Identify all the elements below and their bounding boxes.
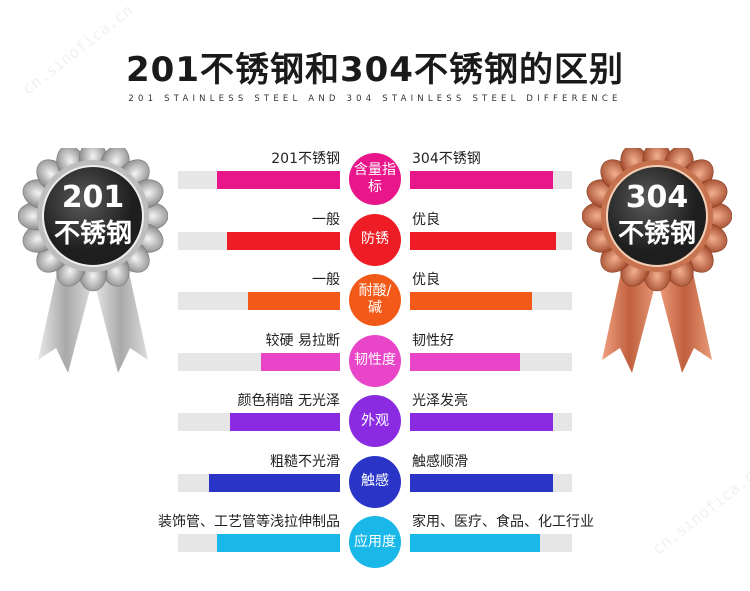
badge-201: 201 不锈钢 bbox=[17, 140, 169, 388]
row-left-label: 装饰管、工艺管等浅拉伸制品 bbox=[158, 514, 340, 530]
row-category-circle: 外观 bbox=[349, 395, 401, 447]
row-right-label: 韧性好 bbox=[412, 332, 454, 349]
row-right-bar bbox=[410, 352, 521, 371]
row-right-track bbox=[410, 413, 572, 431]
row-category-label: 外观 bbox=[361, 412, 389, 429]
row-category-label: 耐酸/碱 bbox=[358, 283, 392, 316]
comparison-row: 一般 优良防锈 bbox=[0, 209, 750, 269]
comparison-row: 一般 优良耐酸/碱 bbox=[0, 269, 750, 329]
comparison-row: 201不锈钢 304不锈钢 含量指标 bbox=[0, 148, 750, 208]
row-left-track bbox=[178, 473, 340, 492]
row-right-label: 304不锈钢 bbox=[412, 151, 481, 167]
page-title: 201不锈钢和304不锈钢的区别 bbox=[126, 50, 624, 90]
row-left-bar bbox=[229, 413, 340, 431]
row-left-label: 粗糙不光滑 bbox=[270, 453, 340, 470]
row-right-bar bbox=[410, 171, 553, 189]
row-left-label: 颜色稍暗 无光泽 bbox=[237, 393, 340, 409]
row-left-track bbox=[178, 292, 340, 310]
row-left-bar bbox=[216, 534, 340, 552]
row-left-track bbox=[178, 231, 340, 250]
rosette-bronze-icon bbox=[581, 140, 733, 373]
badge-304-line1: 304 bbox=[625, 180, 689, 215]
row-category-label: 含量指标 bbox=[354, 162, 396, 195]
row-right-label: 触感顺滑 bbox=[412, 453, 468, 470]
row-left-track bbox=[178, 534, 340, 552]
badge-201-line1: 201 bbox=[61, 180, 125, 215]
badge-304: 304 不锈钢 bbox=[581, 140, 733, 388]
row-right-bar bbox=[410, 292, 532, 310]
row-left-label: 一般 bbox=[312, 272, 340, 288]
row-category-circle: 含量指标 bbox=[349, 153, 401, 205]
badge-201-line2: 不锈钢 bbox=[53, 219, 132, 249]
row-right-bar bbox=[410, 534, 540, 552]
row-left-bar bbox=[216, 171, 340, 189]
row-category-label: 触感 bbox=[361, 473, 389, 489]
row-category-circle: 防锈 bbox=[349, 213, 401, 266]
comparison-row: 较硬 易拉断 韧性好 韧性度 bbox=[0, 330, 750, 390]
page-subtitle: 201 STAINLESS STEEL AND 304 STAINLESS ST… bbox=[128, 94, 622, 104]
row-right-track bbox=[410, 231, 572, 250]
row-category-label: 应用度 bbox=[354, 533, 396, 550]
row-right-bar bbox=[410, 473, 553, 492]
row-right-bar bbox=[410, 413, 553, 431]
row-category-circle: 触感 bbox=[349, 455, 401, 508]
row-left-track bbox=[178, 171, 340, 189]
row-category-label: 防锈 bbox=[361, 231, 389, 247]
row-category-circle: 应用度 bbox=[349, 516, 401, 568]
comparison-row: 粗糙不光滑 触感顺滑触感 bbox=[0, 451, 750, 511]
row-left-bar bbox=[226, 231, 340, 250]
row-left-track bbox=[178, 352, 340, 371]
row-left-bar bbox=[208, 473, 340, 492]
badge-304-line2: 不锈钢 bbox=[617, 219, 696, 249]
row-category-label: 韧性度 bbox=[354, 352, 396, 368]
row-right-label: 优良 bbox=[412, 272, 440, 288]
row-right-bar bbox=[410, 231, 556, 250]
row-left-label: 一般 bbox=[312, 211, 340, 228]
row-left-label: 较硬 易拉断 bbox=[265, 332, 340, 349]
rosette-silver-icon bbox=[17, 140, 169, 373]
row-right-track bbox=[410, 171, 572, 189]
comparison-row: 装饰管、工艺管等浅拉伸制品 家用、医疗、食品、化工行业 应用度 bbox=[0, 511, 750, 571]
row-right-track bbox=[410, 473, 572, 492]
row-left-track bbox=[178, 413, 340, 431]
row-category-circle: 韧性度 bbox=[349, 334, 401, 387]
row-right-label: 家用、医疗、食品、化工行业 bbox=[412, 514, 594, 530]
row-left-bar bbox=[260, 352, 340, 371]
row-right-track bbox=[410, 292, 572, 310]
row-right-label: 光泽发亮 bbox=[412, 393, 468, 409]
row-right-label: 优良 bbox=[412, 211, 440, 228]
row-right-track bbox=[410, 534, 572, 552]
row-category-circle: 耐酸/碱 bbox=[349, 274, 401, 326]
row-right-track bbox=[410, 352, 572, 371]
row-left-bar bbox=[247, 292, 340, 310]
comparison-row: 颜色稍暗 无光泽 光泽发亮外观 bbox=[0, 390, 750, 450]
row-left-label: 201不锈钢 bbox=[271, 151, 340, 167]
